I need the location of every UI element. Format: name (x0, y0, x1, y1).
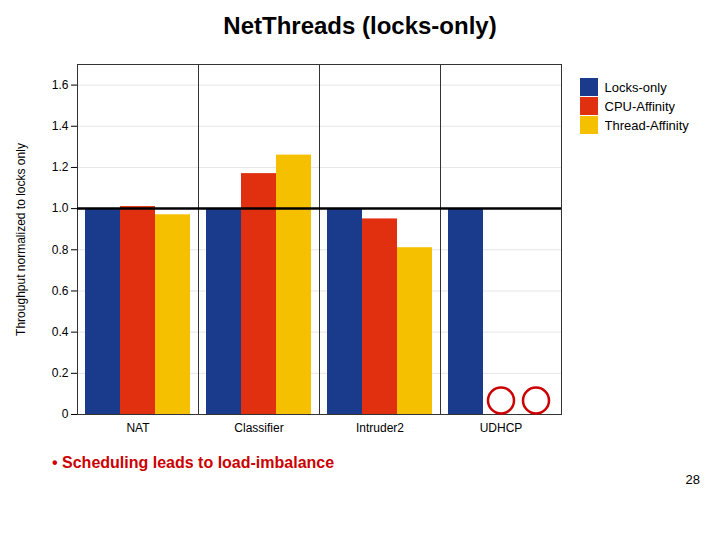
svg-text:1.2: 1.2 (52, 160, 69, 174)
html-text:28: 28 (685, 472, 700, 487)
html-text:NetThreads (locks-only): NetThreads (locks-only) (223, 12, 497, 39)
svg-text:NAT: NAT (126, 421, 150, 435)
html-text:• Scheduling leads to load-imb: • Scheduling leads to load-imbalance (52, 454, 335, 471)
svg-text:Throughput normalized to locks: Throughput normalized to locks only (14, 143, 28, 336)
html-text:Thread-Affinity: Thread-Affinity (604, 117, 689, 133)
svg-text:0: 0 (62, 407, 69, 421)
svg-text:1.4: 1.4 (52, 119, 69, 133)
html-text:Locks-only: Locks-only (604, 79, 667, 95)
svg-text:0.6: 0.6 (52, 284, 69, 298)
svg-text:UDHCP: UDHCP (480, 421, 523, 435)
svg-text:0.8: 0.8 (52, 243, 69, 257)
svg-text:Intruder2: Intruder2 (356, 421, 404, 435)
svg-text:1.0: 1.0 (52, 201, 69, 215)
svg-text:Classifier: Classifier (234, 421, 283, 435)
html-text:CPU-Affinity: CPU-Affinity (604, 98, 676, 114)
svg-text:0.4: 0.4 (52, 325, 69, 339)
svg-text:0.2: 0.2 (52, 366, 69, 380)
svg-text:1.6: 1.6 (52, 78, 69, 92)
